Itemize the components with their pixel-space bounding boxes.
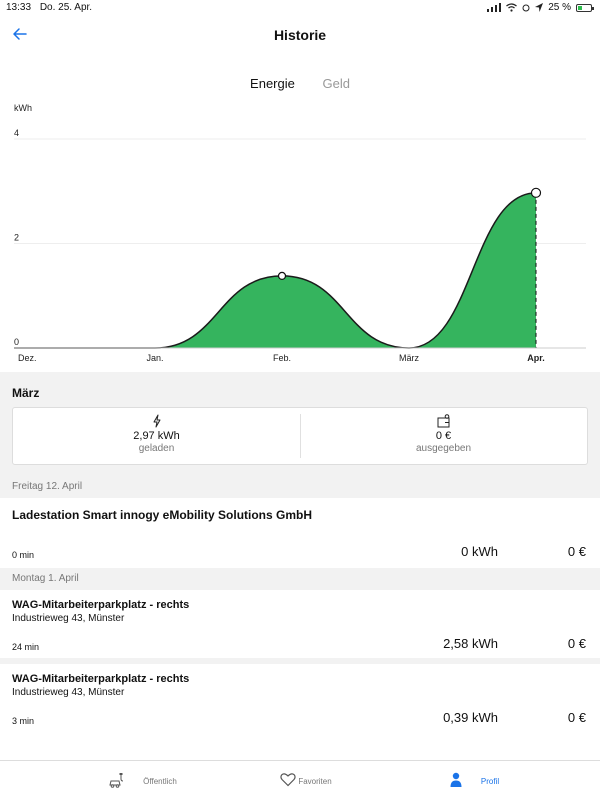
date-header: Freitag 12. April: [0, 476, 600, 498]
month-summary-section: März 2,97 kWh geladen 0 € ausgegeben: [0, 372, 600, 476]
y-tick-label: 0: [14, 337, 19, 347]
signal-icon: [487, 3, 502, 12]
page-title: Historie: [273, 27, 327, 43]
x-tick-label: Feb.: [273, 353, 291, 363]
energy-label: geladen: [138, 443, 175, 454]
tab-bar: Öffentlich Favoriten Profil: [0, 760, 600, 800]
energy-value: 2,97 kWh: [133, 430, 180, 442]
cost-value: 0 €: [435, 430, 452, 442]
battery-icon: [576, 3, 594, 12]
tab-favorites-label: Favoriten: [298, 777, 332, 786]
data-point: [277, 271, 287, 280]
session-item[interactable]: WAG-Mitarbeiterparkplatz - rechts Indust…: [0, 590, 600, 658]
wifi-icon: [506, 3, 518, 12]
wallet-icon: [437, 414, 449, 428]
y-tick-label: 2: [14, 233, 19, 243]
month-title: März: [12, 386, 40, 400]
tab-geld[interactable]: Geld: [322, 76, 350, 91]
area-fill: [14, 192, 536, 348]
x-tick-label: Jan.: [146, 353, 163, 363]
tab-public-label: Öffentlich: [143, 777, 177, 786]
cost-label: ausgegeben: [415, 443, 472, 454]
session-name: WAG-Mitarbeiterparkplatz - rechts: [12, 599, 190, 611]
y-tick-label: 4: [14, 128, 19, 138]
battery-percent: 25 %: [548, 2, 571, 13]
summary-card: 2,97 kWh geladen 0 € ausgegeben: [12, 407, 588, 465]
data-point: [530, 187, 542, 198]
back-arrow-icon[interactable]: [10, 24, 30, 44]
tab-profile[interactable]: Profil: [420, 761, 540, 801]
location-icon: [535, 3, 544, 12]
session-energy: 0,39 kWh: [443, 710, 498, 725]
session-name: WAG-Mitarbeiterparkplatz - rechts: [12, 673, 190, 685]
energy-chart: kWh 4 2 0 Dez. Jan. Feb. März Apr.: [0, 96, 600, 368]
tab-public[interactable]: Öffentlich: [90, 761, 210, 801]
session-address: Industrieweg 43, Münster: [12, 613, 125, 624]
session-item[interactable]: Ladestation Smart innogy eMobility Solut…: [0, 498, 600, 568]
date-header: Montag 1. April: [0, 568, 600, 590]
session-duration: 0 min: [12, 550, 35, 560]
lightning-icon: [153, 414, 160, 428]
segmented-control: Energie Geld: [0, 76, 600, 91]
status-date: Do. 25. Apr.: [39, 2, 93, 13]
energy-summary: 2,97 kWh geladen: [13, 408, 300, 464]
tab-profile-label: Profil: [480, 777, 500, 786]
tab-favorites[interactable]: Favoriten: [240, 761, 360, 801]
y-axis-label: kWh: [14, 103, 32, 113]
session-energy: 0 kWh: [461, 544, 498, 559]
session-cost: 0 €: [567, 636, 586, 651]
nav-bar: Historie: [0, 20, 600, 50]
session-duration: 3 min: [12, 716, 35, 726]
cost-summary: 0 € ausgegeben: [300, 408, 587, 464]
session-duration: 24 min: [12, 642, 40, 652]
session-cost: 0 €: [567, 710, 586, 725]
tab-energie[interactable]: Energie: [250, 76, 295, 91]
session-energy: 2,58 kWh: [443, 636, 498, 651]
summary-divider: [300, 414, 301, 458]
x-tick-label: Apr.: [527, 353, 545, 363]
item-separator: [0, 658, 600, 664]
charging-car-icon: [109, 773, 124, 788]
person-icon: [450, 772, 462, 787]
session-name: Ladestation Smart innogy eMobility Solut…: [12, 508, 313, 522]
status-bar: 13:33 Do. 25. Apr. 25 %: [0, 0, 600, 16]
chart-svg: kWh 4 2 0 Dez. Jan. Feb. März Apr.: [14, 103, 586, 363]
session-address: Industrieweg 43, Münster: [12, 687, 125, 698]
heart-icon: [280, 773, 296, 787]
x-tick-label: Dez.: [18, 353, 37, 363]
x-tick-label: März: [399, 353, 419, 363]
session-item[interactable]: WAG-Mitarbeiterparkplatz - rechts Indust…: [0, 664, 600, 734]
status-time: 13:33: [6, 2, 32, 13]
alarm-icon: [522, 4, 530, 12]
session-cost: 0 €: [567, 544, 586, 559]
